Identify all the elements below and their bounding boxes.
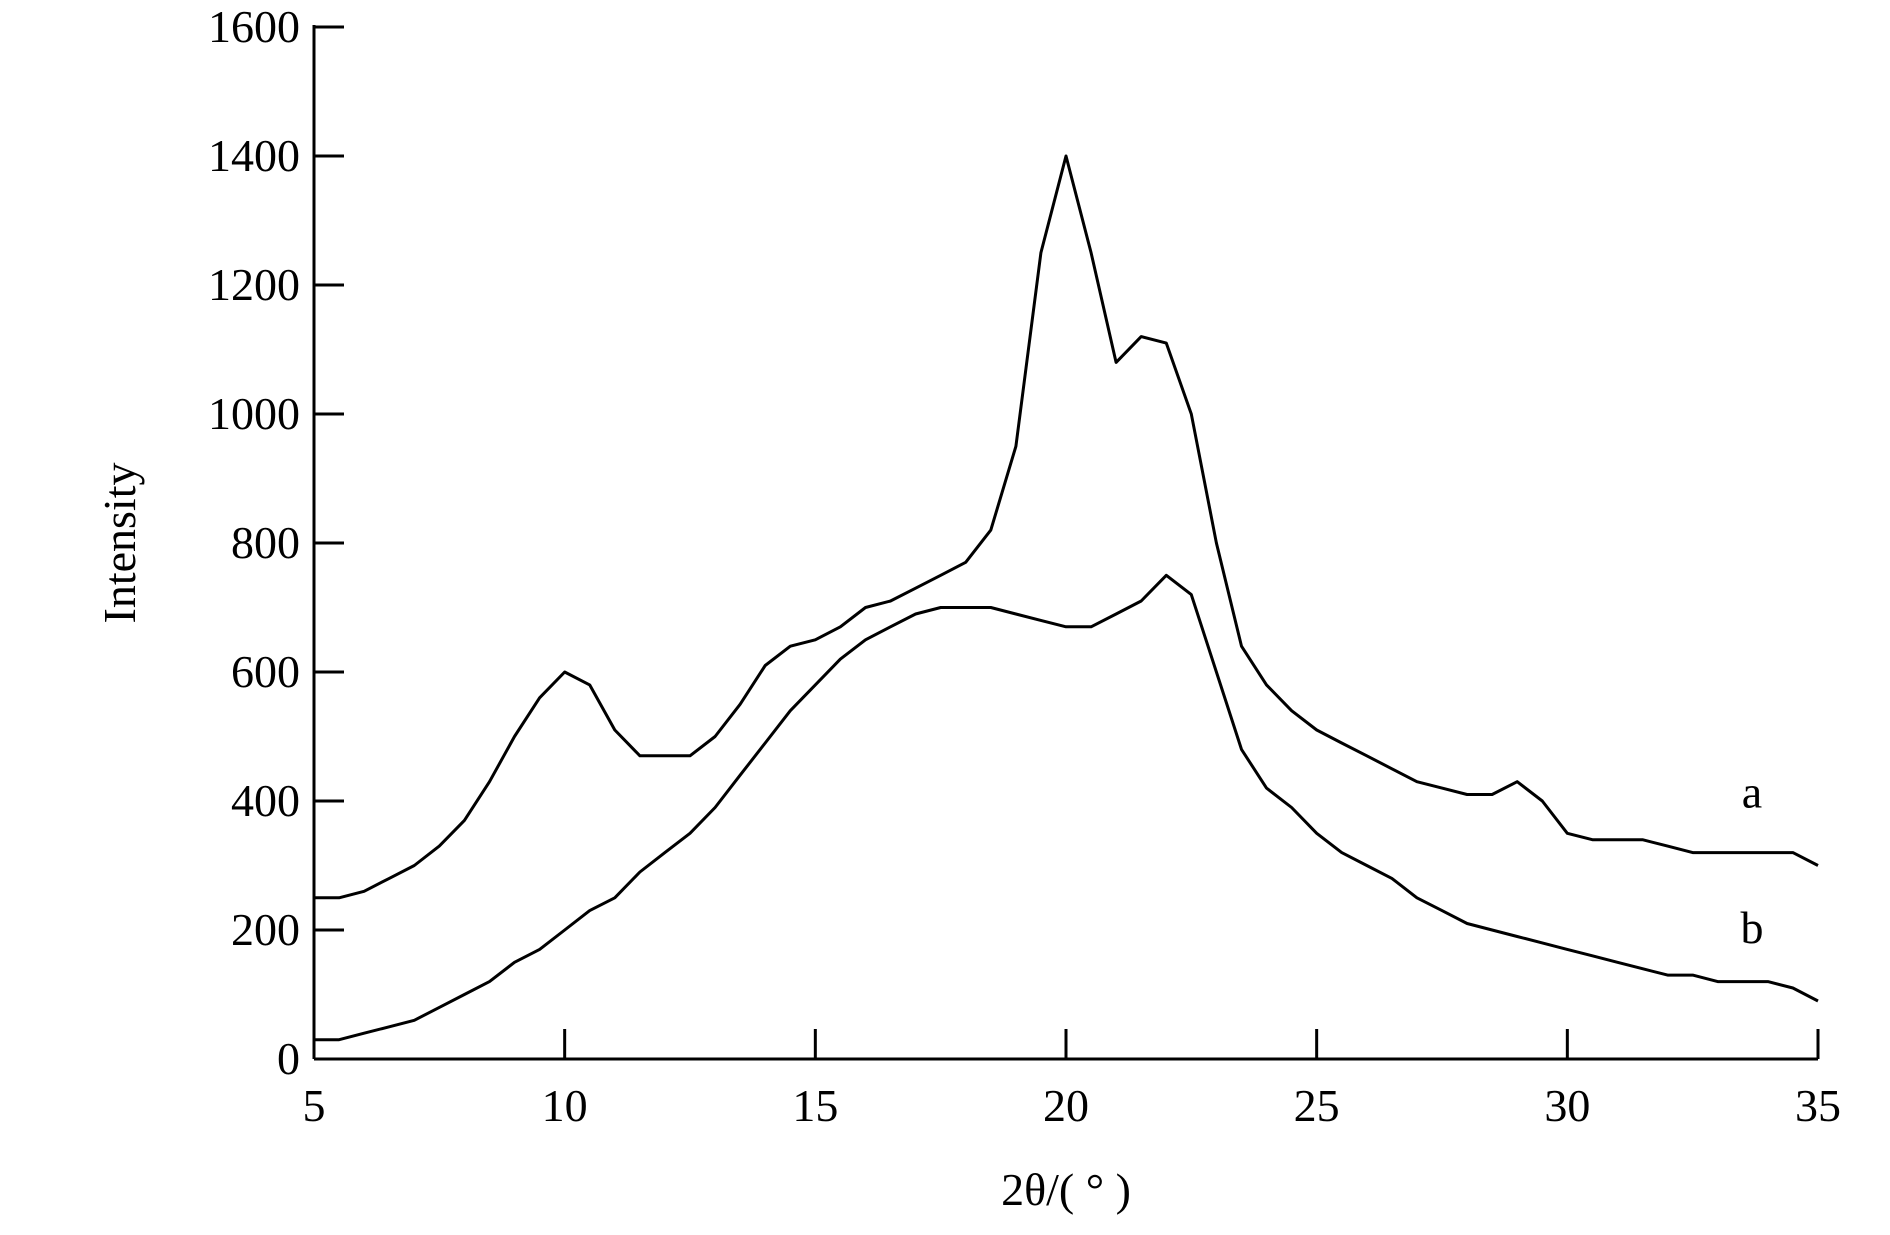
y-tick-label: 1400 <box>208 130 300 181</box>
series-label: a <box>1742 767 1762 818</box>
x-tick-label: 15 <box>792 1080 838 1131</box>
y-tick-label: 600 <box>231 646 300 697</box>
y-tick-label: 0 <box>277 1033 300 1084</box>
x-tick-label: 25 <box>1294 1080 1340 1131</box>
y-tick-label: 800 <box>231 517 300 568</box>
y-axis-label: Intensity <box>94 463 145 624</box>
y-tick-label: 1200 <box>208 259 300 310</box>
x-tick-label: 35 <box>1795 1080 1841 1131</box>
y-tick-label: 1000 <box>208 388 300 439</box>
x-tick-label: 10 <box>542 1080 588 1131</box>
x-tick-label: 5 <box>303 1080 326 1131</box>
series-label: b <box>1741 902 1764 953</box>
series-line <box>314 154 1819 900</box>
y-tick-label: 400 <box>231 775 300 826</box>
y-tick-label: 1600 <box>208 1 300 52</box>
series-line <box>314 573 1819 1042</box>
y-tick-label: 200 <box>231 904 300 955</box>
x-axis-label: 2θ/( ° ) <box>1001 1164 1131 1215</box>
x-tick-label: 30 <box>1544 1080 1590 1131</box>
x-tick-label: 20 <box>1043 1080 1089 1131</box>
